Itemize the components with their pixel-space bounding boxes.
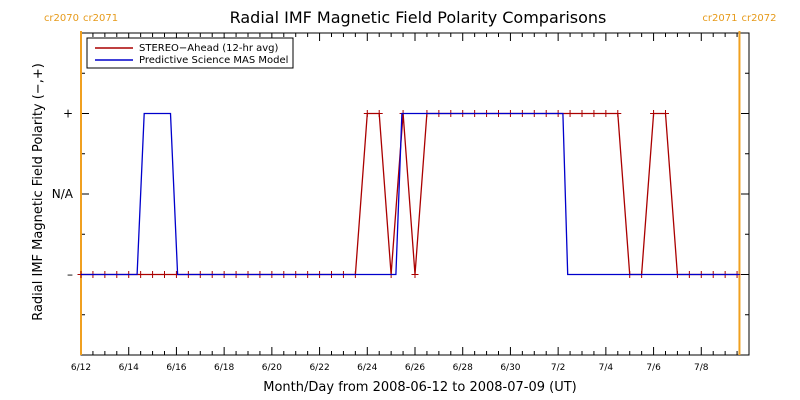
carrington-label-next: cr2071	[83, 13, 118, 24]
legend-box	[86, 37, 294, 69]
data-point-marker	[149, 271, 157, 278]
data-point-marker	[650, 110, 658, 117]
carrington-markers: cr2070 cr2071 cr2071 cr2072	[44, 13, 777, 355]
x-tick-label: 6/30	[500, 363, 520, 373]
y-tick-label: +	[63, 107, 73, 121]
data-point-marker	[411, 271, 419, 278]
data-point-marker	[137, 271, 145, 278]
x-tick-label: 6/18	[214, 363, 234, 373]
data-point-marker	[602, 110, 610, 117]
carrington-label-next: cr2072	[741, 13, 776, 24]
series-line-0	[81, 112, 738, 276]
data-point-marker	[363, 110, 371, 117]
plot-frame	[80, 32, 750, 356]
x-tick-label: 6/12	[71, 363, 91, 373]
chart-title: Radial IMF Magnetic Field Polarity Compa…	[230, 8, 607, 27]
y-ticks: + N/A –	[52, 32, 749, 356]
x-tick-label: 6/28	[453, 363, 473, 373]
data-point-marker	[662, 110, 669, 117]
data-point-marker	[566, 110, 574, 117]
x-tick-label: 6/20	[262, 363, 282, 373]
legend-label-stereo: STEREO−Ahead (12-hr avg)	[139, 43, 279, 54]
data-point-marker	[375, 110, 383, 117]
x-axis-label: Month/Day from 2008-06-12 to 2008-07-09 …	[263, 380, 576, 395]
x-tick-label: 6/16	[166, 363, 186, 373]
x-tick-label: 7/2	[551, 363, 565, 373]
x-tick-label: 7/6	[646, 363, 661, 373]
x-tick-label: 6/24	[357, 363, 377, 373]
legend-label-mas: Predictive Science MAS Model	[139, 55, 288, 66]
data-point-marker	[161, 271, 168, 278]
data-point-marker	[614, 110, 622, 117]
data-point-marker	[590, 110, 598, 117]
series-layer	[77, 110, 741, 278]
series-line-1	[81, 112, 740, 276]
y-axis-label: Radial IMF Magnetic Field Polarity (−,+)	[31, 63, 46, 321]
x-tick-label: 6/14	[119, 363, 139, 373]
x-tick-label: 6/22	[309, 363, 329, 373]
data-point-marker	[578, 110, 586, 117]
x-tick-label: 6/26	[405, 363, 425, 373]
y-tick-label: N/A	[52, 187, 74, 201]
carrington-label-previous: cr2070	[44, 13, 79, 24]
legend: STEREO−Ahead (12-hr avg) Predictive Scie…	[86, 37, 294, 69]
x-tick-label: 7/4	[599, 363, 614, 373]
carrington-label-previous: cr2071	[702, 13, 737, 24]
x-tick-label: 7/8	[694, 363, 709, 373]
y-tick-label: –	[67, 268, 73, 282]
x-ticks: 6/12 6/14 6/16 6/18 6/20 6/22 6/24 6/26 6/28 6/30…	[71, 33, 738, 373]
